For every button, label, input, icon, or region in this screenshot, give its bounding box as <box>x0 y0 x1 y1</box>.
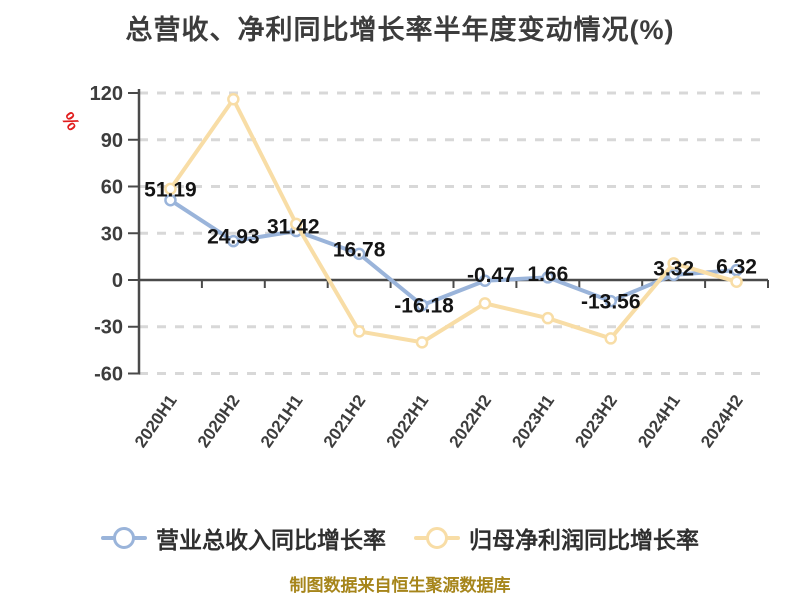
y-tick-label: 90 <box>101 130 123 152</box>
data-label: 3.32 <box>653 257 694 280</box>
data-point-s0-8[interactable] <box>667 268 680 282</box>
legend-item-net-profit-growth[interactable]: 归母净利润同比增长率 <box>414 521 699 555</box>
x-tick-label: 2024H2 <box>697 391 747 451</box>
y-tick-label: 120 <box>90 83 123 105</box>
x-tick-label: 2024H1 <box>634 391 684 451</box>
data-label: -0.47 <box>467 264 515 287</box>
x-tick-label: 2020H2 <box>194 391 244 451</box>
data-point-s0-9[interactable] <box>730 263 743 277</box>
data-label: 16.78 <box>333 238 386 261</box>
data-point-s0-6[interactable] <box>541 271 555 284</box>
y-tick-label: 60 <box>101 177 123 199</box>
data-point-s0-4[interactable] <box>415 298 429 312</box>
data-point-s0-1[interactable] <box>227 234 240 248</box>
x-tick-label: 2022H1 <box>383 391 433 451</box>
data-point-s1-7[interactable] <box>604 332 617 345</box>
legend-marker-circle-icon <box>426 527 448 549</box>
data-point-s1-5[interactable] <box>478 297 492 310</box>
y-tick-label: -60 <box>94 363 123 385</box>
data-point-s0-5[interactable] <box>478 274 492 287</box>
source-note: 制图数据来自恒生聚源数据库 <box>289 576 511 595</box>
data-point-s1-3[interactable] <box>352 325 366 338</box>
legend-marker-line <box>101 527 147 549</box>
y-tick-label: 0 <box>112 270 123 292</box>
legend: 营业总收入同比增长率 归母净利润同比增长率 <box>0 521 800 555</box>
legend-marker-line <box>414 527 460 549</box>
legend-label: 营业总收入同比增长率 <box>156 527 386 553</box>
y-tick-label: 30 <box>101 223 123 245</box>
data-point-s0-0[interactable] <box>164 193 177 207</box>
chart-title: 总营收、净利同比增长率半年度变动情况(%) <box>125 15 675 45</box>
series-line-1 <box>168 97 739 345</box>
x-tick-label: 2022H2 <box>445 391 495 451</box>
data-label: -13.56 <box>581 291 641 314</box>
x-tick-label: 2023H1 <box>508 391 558 451</box>
y-tick-label: -30 <box>94 317 123 339</box>
data-point-s1-9[interactable] <box>730 275 743 288</box>
data-point-s1-1[interactable] <box>227 92 240 106</box>
data-label: 6.32 <box>716 256 757 279</box>
x-tick-label: 2023H2 <box>571 391 621 451</box>
data-point-s0-7[interactable] <box>604 294 617 308</box>
data-label: 24.93 <box>207 226 260 249</box>
x-tick-label: 2020H1 <box>131 391 181 451</box>
series-line-0 <box>168 198 739 308</box>
data-point-s1-6[interactable] <box>541 311 555 325</box>
legend-label: 归母净利润同比增长率 <box>469 527 699 553</box>
data-point-s1-8[interactable] <box>667 257 680 270</box>
data-label: -16.18 <box>394 295 454 318</box>
data-label: 51.19 <box>144 179 197 202</box>
x-tick-label: 2021H2 <box>320 391 370 451</box>
data-point-s1-0[interactable] <box>164 182 177 196</box>
data-label: 31.42 <box>267 216 320 239</box>
data-point-s1-4[interactable] <box>415 336 429 349</box>
legend-item-total-revenue-growth[interactable]: 营业总收入同比增长率 <box>101 521 386 555</box>
data-point-s0-3[interactable] <box>352 247 366 261</box>
data-point-s1-2[interactable] <box>290 217 303 231</box>
legend-marker-circle-icon <box>113 527 135 549</box>
data-label: 1.66 <box>527 263 568 286</box>
x-tick-label: 2021H1 <box>257 391 307 451</box>
